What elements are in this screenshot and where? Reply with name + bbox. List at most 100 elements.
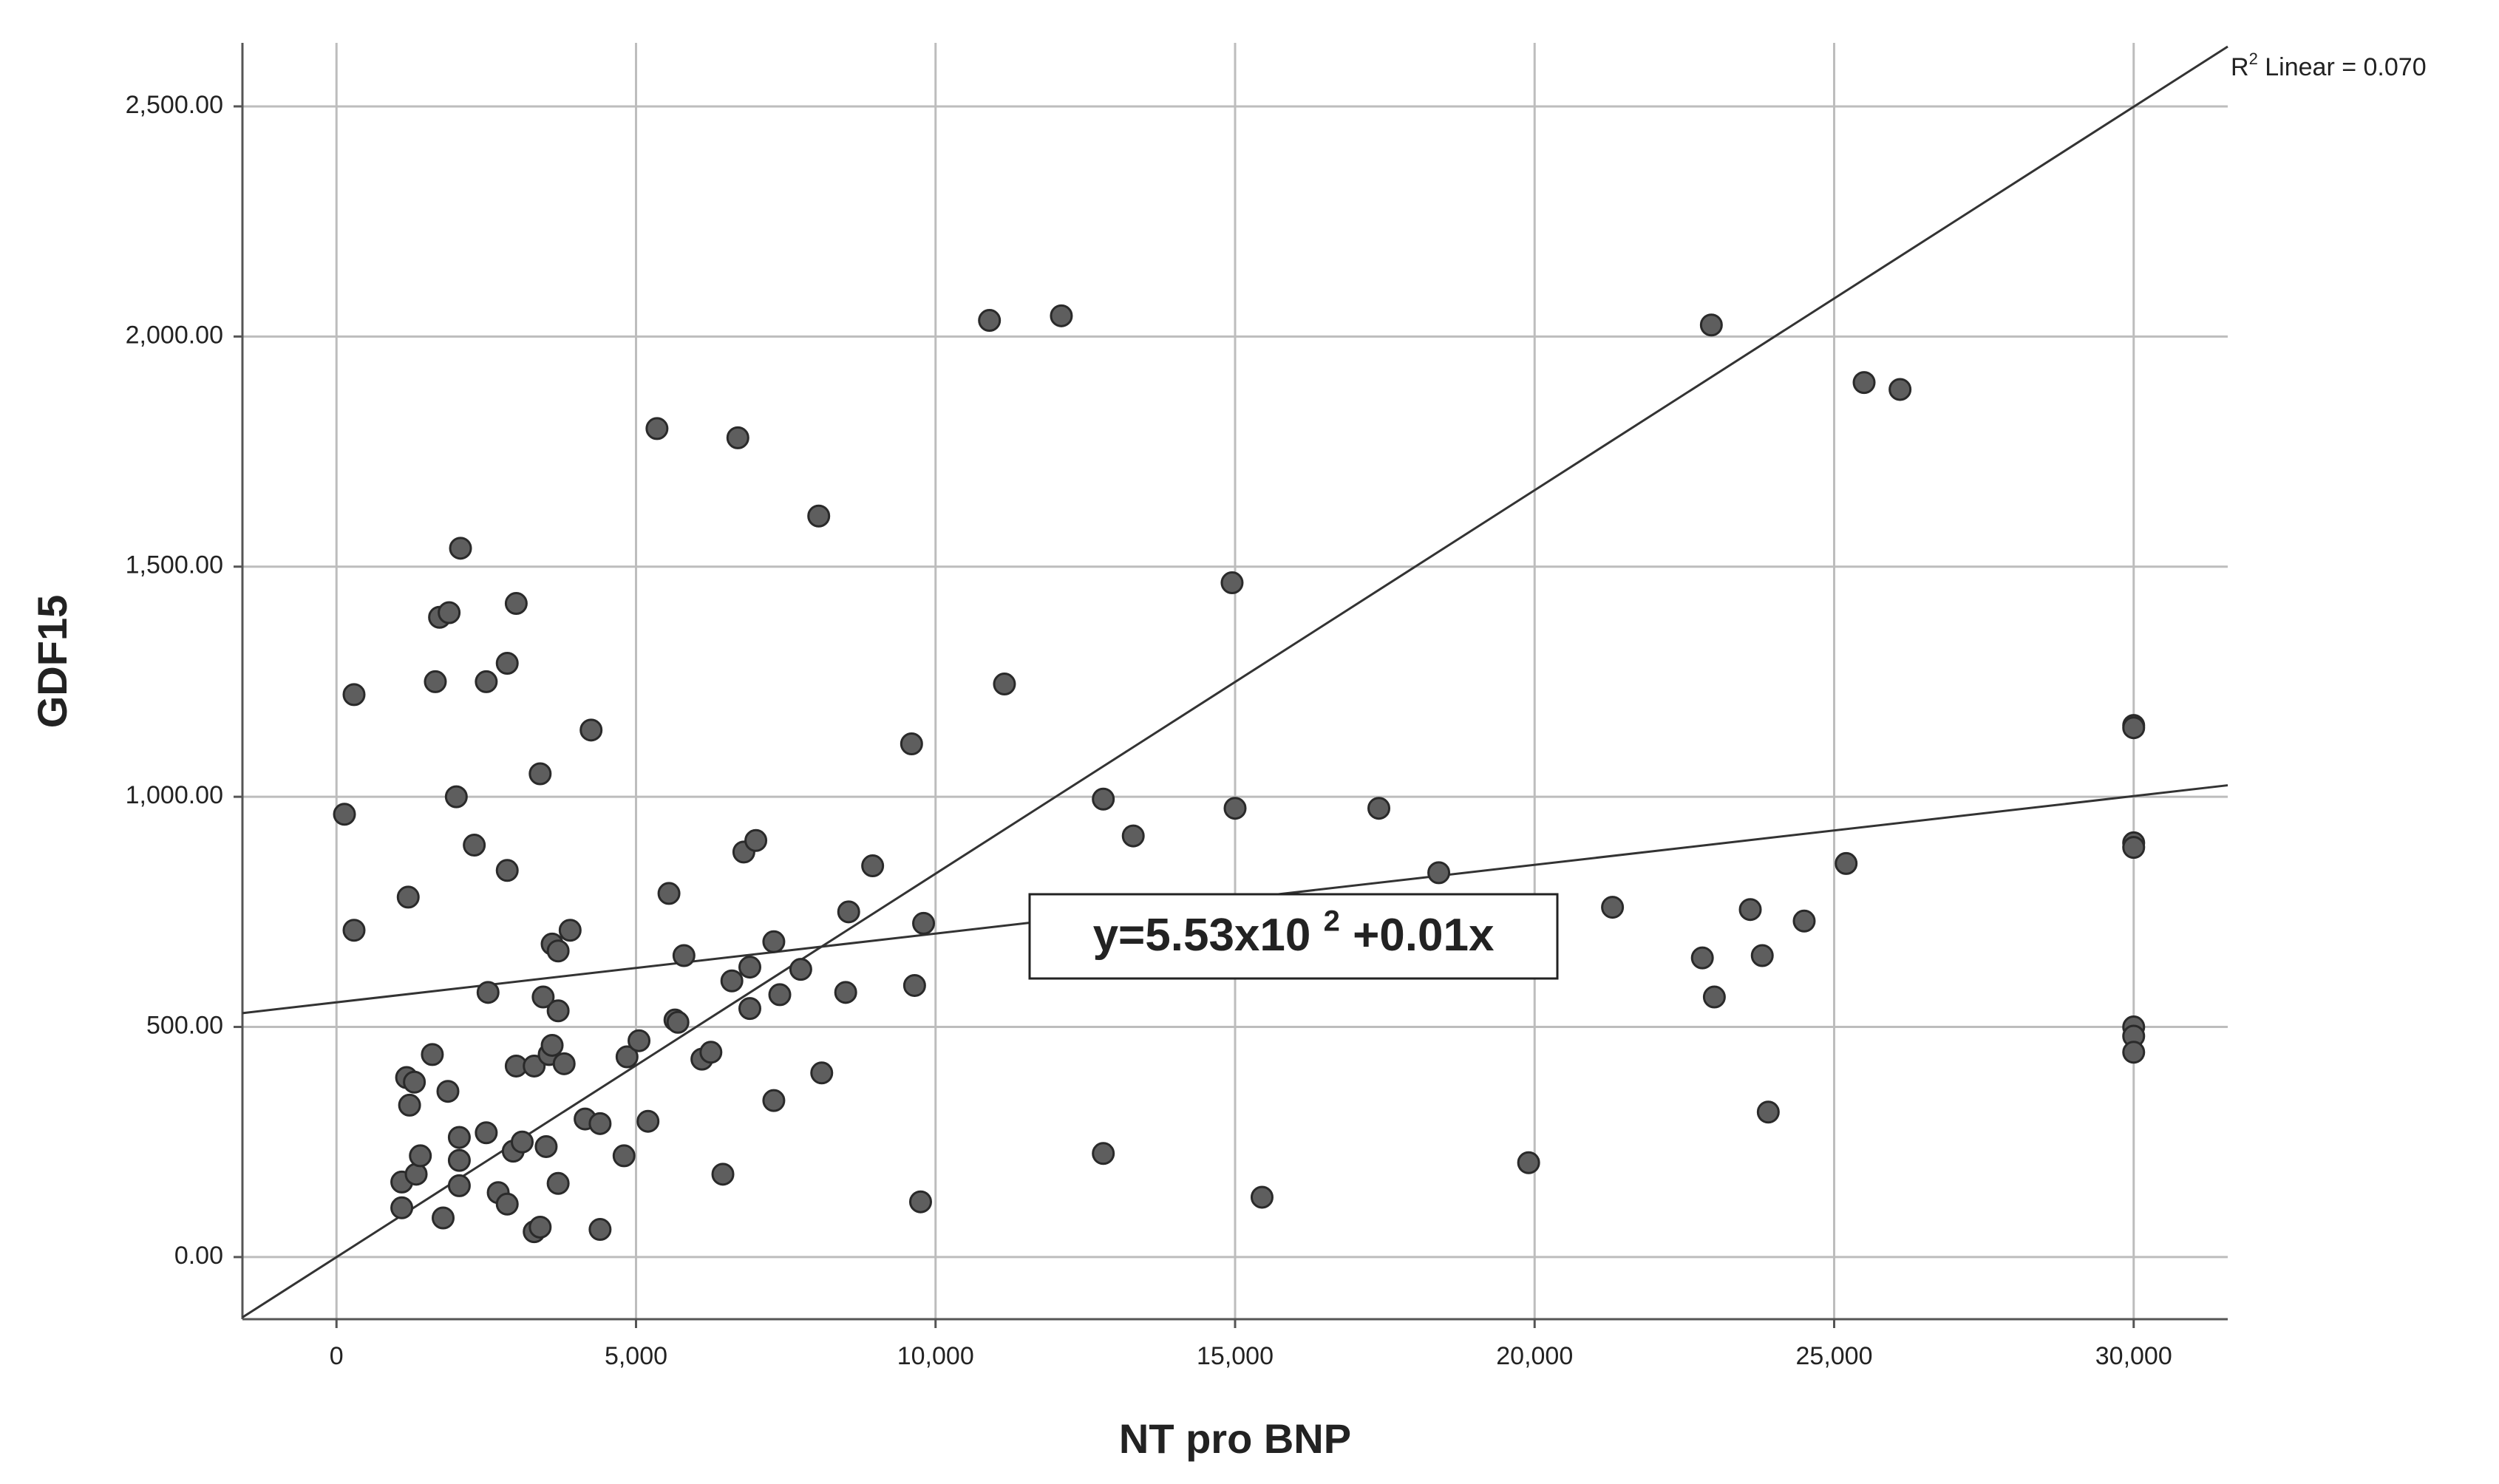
point [463, 834, 486, 857]
point [1702, 985, 1726, 1009]
point [1367, 797, 1391, 820]
point [912, 911, 936, 935]
point [528, 1215, 552, 1239]
point [333, 803, 356, 826]
point [523, 1054, 546, 1078]
point [699, 1041, 723, 1064]
x-tick-label: 0 [330, 1342, 344, 1370]
annotation-text: +0.01x [1340, 910, 1495, 961]
annotation-text: R [2231, 53, 2249, 81]
point [396, 885, 420, 909]
point [534, 1134, 558, 1158]
point [528, 762, 552, 786]
point [495, 859, 519, 882]
point [342, 683, 366, 707]
point [1835, 851, 1858, 875]
point [495, 652, 519, 675]
point [475, 670, 498, 693]
point [504, 592, 528, 616]
point [390, 1196, 414, 1219]
y-tick-label: 1,500.00 [126, 551, 223, 579]
annotation-sup: 2 [1324, 905, 1340, 937]
point [558, 919, 582, 942]
point [810, 1061, 834, 1085]
point [511, 1130, 534, 1154]
point [768, 983, 792, 1007]
point [738, 997, 761, 1021]
x-tick-label: 30,000 [2095, 1342, 2172, 1370]
x-tick-label: 20,000 [1496, 1342, 1573, 1370]
point [546, 1171, 570, 1195]
x-tick-label: 15,000 [1197, 1342, 1274, 1370]
annotation: y=5.53x10 2 +0.01x [1093, 905, 1495, 961]
point [744, 828, 768, 852]
point [403, 1070, 426, 1094]
y-tick-label: 1,000.00 [126, 781, 223, 809]
point [342, 919, 366, 942]
annotation: R2 Linear = 0.070 [2231, 50, 2427, 81]
point [738, 956, 761, 979]
y-tick-label: 2,000.00 [126, 321, 223, 349]
point [1750, 944, 1774, 967]
point [645, 417, 669, 440]
point [438, 601, 461, 624]
point [908, 1190, 932, 1214]
point [978, 309, 1002, 333]
point [588, 1218, 612, 1242]
point [1427, 861, 1451, 885]
y-tick-label: 500.00 [146, 1012, 223, 1040]
x-axis-title: NT pro BNP [1119, 1415, 1351, 1462]
point [612, 1144, 636, 1168]
point [1601, 896, 1625, 919]
x-tick-label: 10,000 [897, 1342, 974, 1370]
point [1250, 1185, 1274, 1209]
point [615, 1045, 639, 1069]
point [902, 973, 926, 997]
point [834, 981, 857, 1004]
point [2122, 836, 2146, 860]
point [837, 900, 860, 924]
point [807, 504, 831, 528]
point [1738, 898, 1762, 922]
point [432, 1206, 455, 1230]
point [424, 670, 447, 693]
point [475, 1121, 498, 1145]
point [546, 999, 570, 1023]
point [546, 939, 570, 963]
point [636, 1109, 660, 1133]
point [409, 1144, 432, 1168]
point [552, 1052, 576, 1075]
point [1092, 1142, 1115, 1165]
y-tick-label: 0.00 [174, 1242, 223, 1270]
point [1756, 1100, 1780, 1124]
point [993, 673, 1016, 696]
point [1223, 797, 1247, 820]
annotation-text: Linear = 0.070 [2258, 53, 2427, 81]
equation-box [1028, 893, 1559, 980]
point [1092, 787, 1115, 811]
annotation-sup: 2 [2249, 50, 2258, 68]
point [588, 1112, 612, 1135]
point [476, 981, 500, 1004]
x-tick-label: 5,000 [605, 1342, 667, 1370]
point [540, 1033, 564, 1057]
x-tick-label: 25,000 [1796, 1342, 1873, 1370]
point [657, 882, 681, 905]
point [861, 854, 885, 878]
point [449, 537, 472, 560]
point [1517, 1151, 1540, 1174]
point [421, 1043, 444, 1066]
point [720, 969, 744, 993]
point [447, 1126, 471, 1149]
point [1220, 571, 1244, 595]
point [447, 1148, 471, 1172]
point [711, 1163, 735, 1186]
point [762, 1089, 786, 1112]
point [900, 732, 923, 756]
point [2122, 1041, 2146, 1064]
point [404, 1163, 428, 1186]
y-axis-title: GDF15 [29, 595, 75, 729]
point [1121, 824, 1145, 848]
